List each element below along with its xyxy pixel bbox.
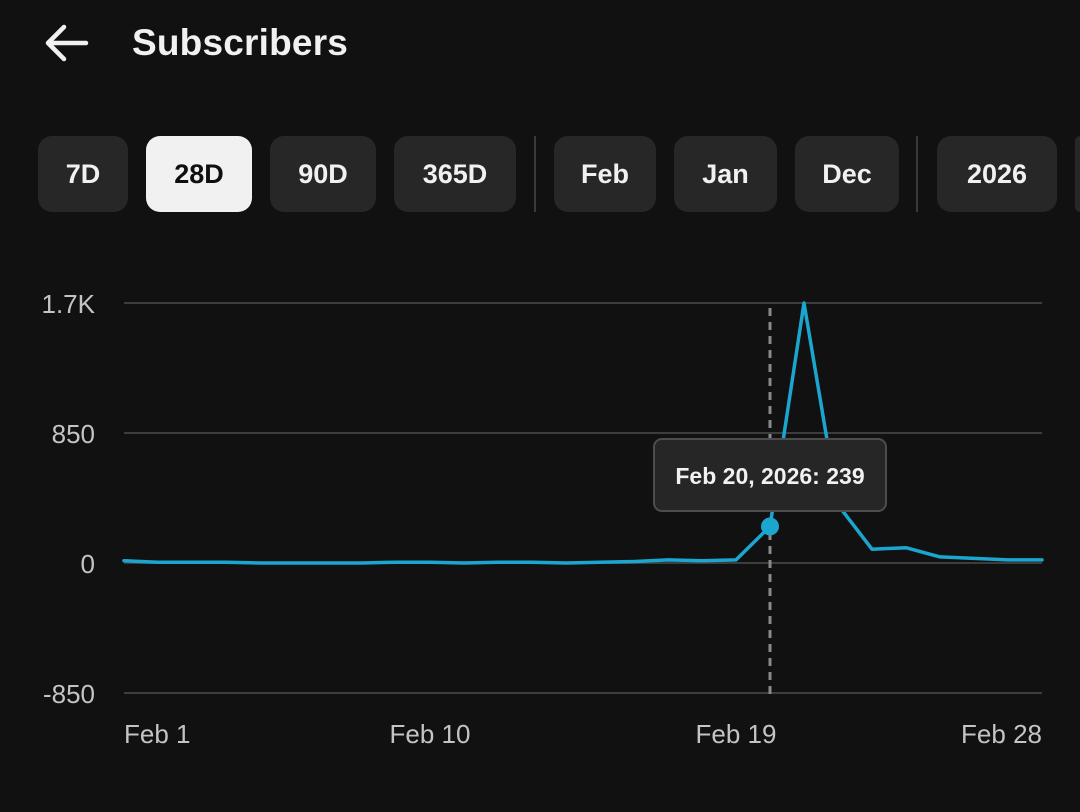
subscribers-series-line xyxy=(122,301,1044,565)
tooltip-box xyxy=(653,438,887,512)
y-tick-label: 850 xyxy=(52,419,95,449)
chip-jan[interactable]: Jan xyxy=(674,136,777,212)
chip-divider xyxy=(534,136,536,212)
x-tick-label: Feb 28 xyxy=(961,719,1042,749)
x-tick-label: Feb 19 xyxy=(696,719,777,749)
subscribers-chart[interactable]: 1.7K 850 0 -850 Feb 1 Feb 10 Feb 19 Feb 28 Feb… xyxy=(0,270,1080,770)
date-range-chips: 7D 28D 90D 365D Feb Jan Dec 2026 xyxy=(0,136,1080,212)
highlighted-data-point xyxy=(761,517,779,536)
chip-28d[interactable]: 28D xyxy=(146,136,252,212)
back-button[interactable] xyxy=(36,20,96,66)
y-tick-label: 1.7K xyxy=(42,289,96,319)
chip-7d[interactable]: 7D xyxy=(38,136,128,212)
y-tick-label: 0 xyxy=(81,549,95,579)
page-title: Subscribers xyxy=(132,22,349,63)
x-tick-label: Feb 1 xyxy=(124,719,191,749)
chip-2026[interactable]: 2026 xyxy=(937,136,1057,212)
chip-90d[interactable]: 90D xyxy=(270,136,376,212)
chip-divider xyxy=(916,136,918,212)
arrow-left-icon xyxy=(45,24,89,62)
chip-dec[interactable]: Dec xyxy=(795,136,899,212)
tooltip-text: Feb 20, 2026: 239 xyxy=(675,463,864,489)
x-tick-label: Feb 10 xyxy=(390,719,471,749)
chip-feb[interactable]: Feb xyxy=(554,136,656,212)
chip-365d[interactable]: 365D xyxy=(394,136,516,212)
y-tick-label: -850 xyxy=(43,679,95,709)
header: Subscribers xyxy=(0,0,1080,88)
chip-overflow[interactable] xyxy=(1075,136,1080,212)
